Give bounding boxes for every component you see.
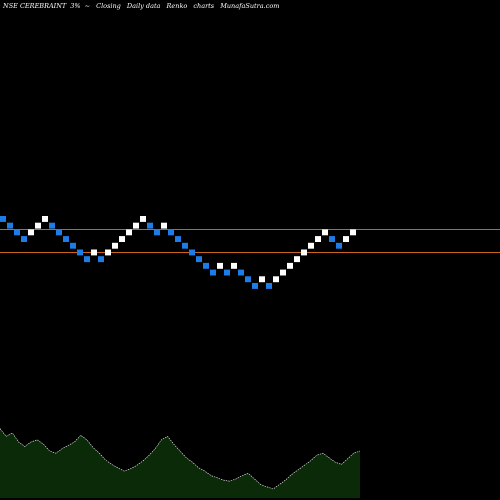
renko-brick-up	[301, 249, 307, 256]
renko-brick-down	[203, 262, 209, 269]
renko-brick-up	[231, 262, 237, 269]
renko-brick-down	[84, 256, 90, 263]
renko-brick-up	[350, 229, 356, 236]
renko-brick-down	[238, 269, 244, 276]
chart-header: NSE CEREBRAINT 3% ~ Closing Daily data Ren…	[3, 2, 283, 10]
period-label: Daily data	[126, 2, 161, 10]
renko-brick-up	[133, 222, 139, 229]
renko-brick-down	[189, 249, 195, 256]
renko-brick-up	[280, 269, 286, 276]
renko-brick-up	[126, 229, 132, 236]
renko-brick-up	[28, 229, 34, 236]
renko-brick-down	[196, 256, 202, 263]
renko-brick-down	[21, 236, 27, 242]
renko-brick-down	[224, 269, 230, 276]
renko-brick-down	[98, 256, 104, 263]
renko-brick-up	[161, 222, 167, 229]
renko-brick-down	[70, 242, 76, 249]
renko-brick-up	[119, 236, 125, 242]
renko-brick-up	[259, 276, 265, 283]
renko-brick-down	[245, 276, 251, 283]
renko-brick-up	[315, 236, 321, 242]
site-label: MunafaSutra.com	[220, 2, 280, 10]
renko-brick-up	[343, 236, 349, 242]
brick-size-label: 3%	[70, 2, 81, 10]
renko-brick-up	[105, 249, 111, 256]
renko-brick-down	[56, 229, 62, 236]
renko-brick-down	[7, 222, 13, 229]
renko-brick-up	[322, 229, 328, 236]
renko-brick-down	[14, 229, 20, 236]
volume-area	[0, 428, 360, 498]
renko-brick-down	[168, 229, 174, 236]
renko-brick-down	[49, 222, 55, 229]
renko-brick-down	[77, 249, 83, 256]
renko-brick-up	[308, 242, 314, 249]
renko-brick-up	[294, 256, 300, 263]
renko-brick-down	[147, 222, 153, 229]
renko-brick-up	[273, 276, 279, 283]
renko-brick-down	[329, 236, 335, 242]
renko-brick-down	[182, 242, 188, 249]
price-type-label: Closing	[96, 2, 121, 10]
volume-edge	[0, 428, 361, 490]
charts-label: charts	[193, 2, 215, 10]
renko-brick-up	[35, 222, 41, 229]
renko-brick-down	[336, 242, 342, 249]
renko-brick-down	[252, 283, 258, 289]
chart-kind-label: Renko	[166, 2, 188, 10]
renko-brick-up	[42, 216, 48, 222]
renko-brick-down	[175, 236, 181, 242]
renko-brick-up	[217, 262, 223, 269]
renko-brick-down	[154, 229, 160, 236]
renko-brick-up	[91, 249, 97, 256]
renko-brick-down	[63, 236, 69, 242]
renko-brick-up	[287, 262, 293, 269]
renko-brick-down	[0, 216, 6, 222]
symbol-label: NSE CEREBRAINT	[3, 2, 67, 10]
note-label: ~	[84, 2, 91, 10]
renko-brick-up	[112, 242, 118, 249]
renko-brick-down	[210, 269, 216, 276]
renko-brick-up	[140, 216, 146, 222]
renko-brick-down	[266, 283, 272, 289]
